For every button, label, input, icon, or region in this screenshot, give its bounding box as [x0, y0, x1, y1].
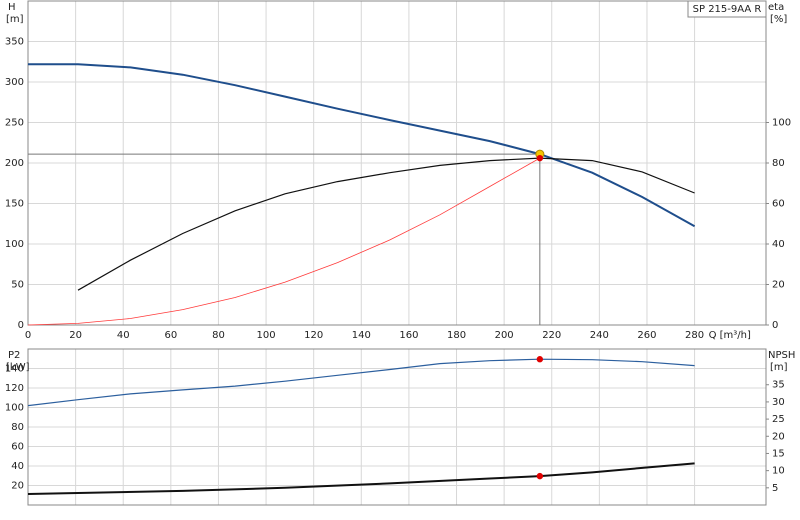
- y2-tick-label: 100: [772, 118, 791, 129]
- y2-tick-label: 25: [772, 414, 785, 425]
- curve: [28, 63, 696, 228]
- x-tick-label: 180: [447, 330, 466, 341]
- x-tick-label: 20: [69, 330, 82, 341]
- y2-tick-label: 15: [772, 448, 785, 459]
- y2-tick-label: 10: [772, 466, 785, 477]
- x-tick-label: 260: [637, 330, 656, 341]
- model-label: SP 215-9AA R: [693, 4, 762, 15]
- y-axis-title: H: [8, 2, 16, 13]
- y2-axis-title: NPSH: [768, 350, 795, 361]
- y-axis-unit: [kW]: [6, 362, 30, 373]
- y2-tick-label: 30: [772, 397, 785, 408]
- y-tick-label: 40: [11, 461, 24, 472]
- curve: [27, 157, 540, 326]
- y-tick-label: 200: [5, 158, 24, 169]
- curve: [27, 358, 695, 407]
- x-tick-label: 120: [304, 330, 323, 341]
- y-tick-label: 150: [5, 199, 24, 210]
- y2-axis-unit: [m]: [770, 362, 788, 373]
- x-tick-label: 100: [257, 330, 276, 341]
- y2-tick-label: 80: [772, 158, 785, 169]
- y-tick-label: 140: [5, 364, 24, 375]
- y2-tick-label: 20: [772, 431, 785, 442]
- y-tick-label: 100: [5, 403, 24, 414]
- x-tick-label: 280: [685, 330, 704, 341]
- y-tick-label: 80: [11, 422, 24, 433]
- y-axis-unit: [m]: [6, 14, 24, 25]
- y2-tick-label: 40: [772, 239, 785, 250]
- x-tick-label: 200: [495, 330, 514, 341]
- x-tick-label: 60: [164, 330, 177, 341]
- y-tick-label: 60: [11, 442, 24, 453]
- y-tick-label: 100: [5, 239, 24, 250]
- y2-axis-title: eta: [768, 2, 784, 13]
- x-tick-label: 80: [212, 330, 225, 341]
- x-tick-label: 0: [25, 330, 31, 341]
- marker: [536, 154, 544, 162]
- plot-frame: [27, 0, 767, 326]
- y2-axis-unit: [%]: [770, 14, 787, 25]
- y2-tick-label: 20: [772, 280, 785, 291]
- x-axis-title: Q [m³/h]: [709, 330, 751, 341]
- x-tick-label: 160: [399, 330, 418, 341]
- y-tick-label: 350: [5, 37, 24, 48]
- y-tick-label: 250: [5, 118, 24, 129]
- x-tick-label: 140: [352, 330, 371, 341]
- curve: [27, 462, 695, 495]
- model-box: [687, 0, 767, 18]
- y-tick-label: 50: [11, 280, 24, 291]
- x-tick-label: 240: [590, 330, 609, 341]
- marker: [536, 472, 544, 480]
- y-tick-label: 0: [18, 320, 24, 331]
- y2-tick-label: 0: [772, 320, 778, 331]
- marker: [536, 356, 544, 363]
- x-tick-label: 220: [542, 330, 561, 341]
- y2-tick-label: 5: [772, 483, 778, 494]
- y-axis-title: P2: [8, 350, 20, 361]
- x-tick-label: 40: [117, 330, 130, 341]
- y2-tick-label: 60: [772, 199, 785, 210]
- y2-tick-label: 35: [772, 380, 785, 391]
- y-tick-label: 20: [11, 481, 24, 492]
- curve: [77, 157, 695, 291]
- plot-frame: [27, 348, 767, 506]
- y-tick-label: 300: [5, 77, 24, 88]
- y-tick-label: 120: [5, 383, 24, 394]
